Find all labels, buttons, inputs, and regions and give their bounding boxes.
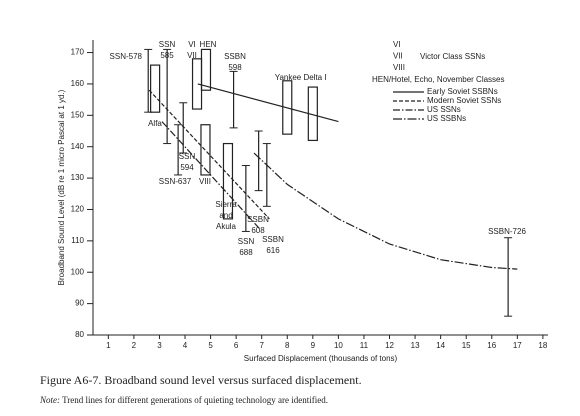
trend-line xyxy=(253,152,518,270)
boat-label: SSN-637 xyxy=(159,177,192,186)
boat-label: 688 xyxy=(239,248,253,257)
us-range xyxy=(174,124,183,176)
boat-label: VI xyxy=(188,40,196,49)
boat-label: Delta I xyxy=(303,73,326,82)
note: Note: Trend lines for different generati… xyxy=(39,395,328,405)
trend-line xyxy=(148,89,270,220)
x-tick-label: 13 xyxy=(411,341,420,350)
boat-label: Alfa xyxy=(148,119,162,128)
note-text: Trend lines for different generations of… xyxy=(62,395,328,405)
victor-class: VIII xyxy=(393,63,405,72)
caption: Figure A6-7. Broadband sound level versu… xyxy=(40,373,362,387)
legend-label: US SSBNs xyxy=(427,114,466,123)
y-tick-label: 130 xyxy=(71,173,85,182)
range-box xyxy=(150,64,161,113)
x-tick-label: 6 xyxy=(234,341,239,350)
boat-label: Sierra xyxy=(215,200,237,209)
y-tick-label: 90 xyxy=(75,299,84,308)
boat-label: SSN xyxy=(238,237,255,246)
x-tick-label: 7 xyxy=(259,341,264,350)
x-axis-label: Surfaced Displacement (thousands of tons… xyxy=(244,354,398,363)
y-tick-label: 100 xyxy=(71,267,85,276)
boat-label: SSN xyxy=(179,152,196,161)
range-box xyxy=(282,80,293,135)
y-tick-label: 170 xyxy=(71,48,85,57)
y-tick-label: 80 xyxy=(75,330,84,339)
legend-label: US SSNs xyxy=(427,105,461,114)
victor-label: Victor Class SSNs xyxy=(420,52,485,61)
y-tick-label: 160 xyxy=(71,79,85,88)
us-range xyxy=(229,70,238,129)
boat-label: HEN xyxy=(200,40,217,49)
x-tick-label: 18 xyxy=(538,341,547,350)
us-range xyxy=(163,48,172,145)
y-tick-label: 120 xyxy=(71,205,85,214)
hen-label: HEN/Hotel, Echo, November Classes xyxy=(372,75,505,84)
x-tick-label: 1 xyxy=(106,341,111,350)
boat-label: VIII xyxy=(199,177,211,186)
x-tick-label: 11 xyxy=(360,341,369,350)
trend-line xyxy=(197,83,339,123)
y-axis-label: Broadband Sound Level (dB re 1 micro Pas… xyxy=(57,89,66,285)
boat-label: SSBN-726 xyxy=(488,227,526,236)
x-tick-label: 16 xyxy=(487,341,496,350)
range-box xyxy=(200,124,211,176)
boat-label: SSBN xyxy=(224,52,246,61)
legend-label: Early Soviet SSBNs xyxy=(427,87,498,96)
y-tick-label: 110 xyxy=(71,236,84,245)
x-tick-label: 4 xyxy=(183,341,188,350)
boat-label: 616 xyxy=(266,246,280,255)
boat-label: and xyxy=(219,211,232,220)
x-tick-label: 12 xyxy=(385,341,394,350)
victor-class: VI xyxy=(393,40,401,49)
us-range xyxy=(504,237,513,317)
boat-label: VII xyxy=(187,51,197,60)
y-tick-label: 140 xyxy=(71,142,85,151)
x-tick-label: 14 xyxy=(436,341,445,350)
us-range xyxy=(262,143,271,207)
us-range xyxy=(254,130,263,192)
x-tick-label: 8 xyxy=(285,341,290,350)
boat-label: Yankee xyxy=(275,73,302,82)
boat-label: 608 xyxy=(251,226,265,235)
us-range xyxy=(241,165,250,232)
victor-class: VII xyxy=(393,52,403,61)
boat-label: SSBN xyxy=(262,235,284,244)
boat-label: 594 xyxy=(180,163,194,172)
range-box xyxy=(191,58,203,110)
boat-label: 598 xyxy=(228,63,242,72)
note-prefix: Note: xyxy=(39,395,60,405)
x-tick-label: 5 xyxy=(208,341,213,350)
x-tick-label: 17 xyxy=(513,341,522,350)
boat-label: 585 xyxy=(160,51,174,60)
x-tick-label: 15 xyxy=(462,341,471,350)
x-tick-label: 2 xyxy=(132,341,137,350)
y-tick-label: 150 xyxy=(71,110,85,119)
x-tick-label: 3 xyxy=(157,341,162,350)
boat-label: SSBN xyxy=(247,215,269,224)
boat-label: SSN xyxy=(159,40,176,49)
range-box xyxy=(200,48,212,91)
x-tick-label: 9 xyxy=(311,341,316,350)
trend-line xyxy=(161,121,260,229)
boat-label: Akula xyxy=(216,222,237,231)
legend-label: Modern Soviet SSNs xyxy=(427,96,501,105)
range-box xyxy=(222,142,234,220)
x-tick-label: 10 xyxy=(334,341,343,350)
boat-label: SSN-578 xyxy=(110,52,143,61)
